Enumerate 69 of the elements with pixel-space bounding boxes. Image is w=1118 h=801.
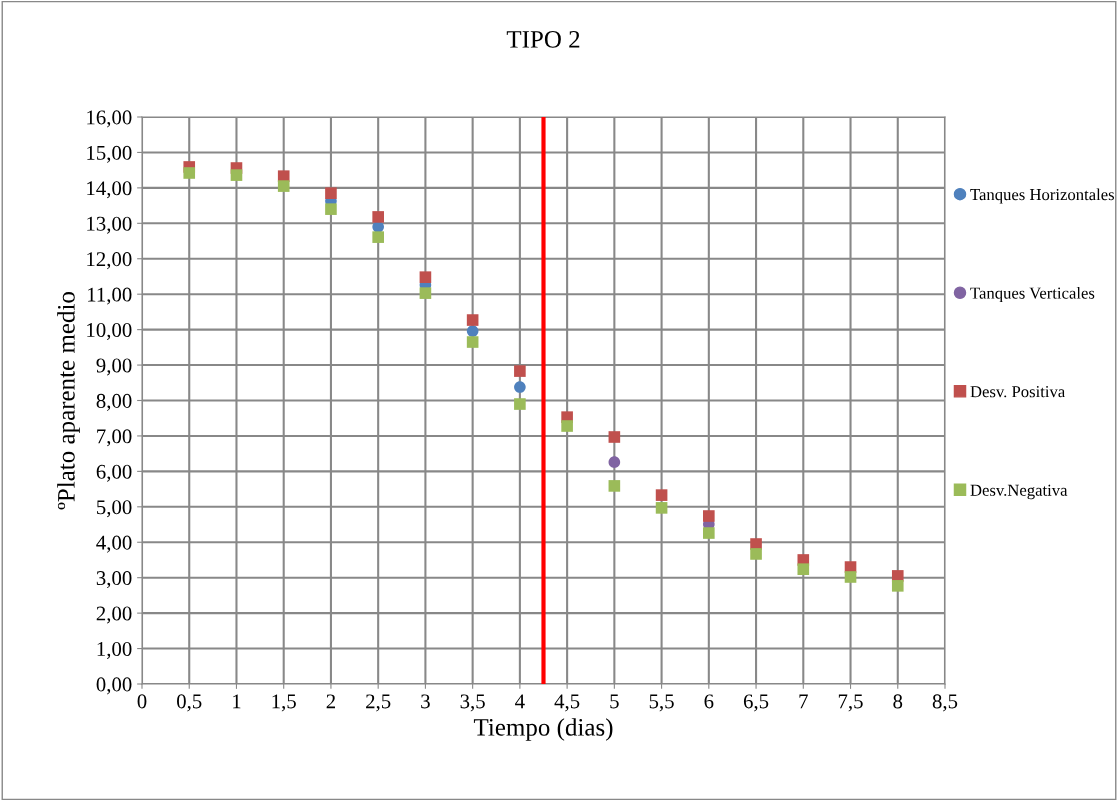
x-tick-label: 7,5 [838,694,863,712]
point [750,548,762,560]
y-tick-label: 12,00 [87,252,132,270]
x-tick-label: 5 [610,694,619,709]
chart-title: TIPO 2 [506,31,580,48]
x-tick-label: 6,5 [743,694,769,712]
y-tick-label: 14,00 [87,181,132,199]
y-tick-label: 11,00 [88,287,132,305]
point [703,510,715,522]
point [372,231,384,243]
point [844,571,857,583]
point [466,325,479,337]
point [891,580,904,592]
x-tick-label: 0 [137,694,147,709]
point [230,169,243,181]
x-tick-label: 3 [421,694,430,709]
y-tick-label: 2,00 [96,606,132,624]
y-tick-label: 15,00 [87,145,132,163]
point [419,287,432,299]
x-tick-label: 2,5 [366,694,391,712]
legend-label: Tanques Horizontales [970,188,1115,204]
x-tick-label: 4 [515,694,525,709]
y-axis-title: ºPlato aparente medio [57,292,80,510]
x-tick-label: 2 [326,694,335,709]
point [655,502,668,514]
point [514,398,526,410]
y-tick-label: 5,00 [97,500,132,518]
y-tick-label: 3,00 [96,571,132,589]
legend-label: Desv.Negativa [970,484,1068,500]
point [608,456,621,468]
y-tick-label: 16,00 [87,110,132,128]
x-tick-label: 1,5 [272,694,296,712]
legend-label: Desv. Positiva [970,386,1065,398]
point [466,336,479,348]
y-tick-label: 10,00 [87,323,132,341]
point [514,381,526,393]
y-tick-label: 13,00 [87,216,132,234]
point [277,180,290,192]
x-tick-label: 1 [233,694,241,709]
y-tick-label: 4,00 [96,535,132,553]
point [561,420,573,432]
point [703,527,715,539]
point [608,480,621,492]
y-tick-label: 1,00 [97,641,132,659]
y-tick-label: 7,00 [97,429,132,447]
legend-label: Tanques Verticales [970,287,1095,303]
x-tick-label: 4,5 [554,694,580,712]
point [655,489,668,501]
y-tick-label: 8,00 [96,393,132,411]
point [325,203,337,215]
y-tick-label: 9,00 [96,358,132,376]
point [608,431,621,443]
x-tick-label: 6 [704,694,714,709]
x-tick-label: 3,5 [460,694,485,712]
x-tick-label: 8,5 [932,694,958,712]
point [797,563,810,575]
y-tick-label: 6,00 [96,464,132,482]
point [466,314,479,326]
x-tick-label: 7 [799,694,808,709]
x-tick-label: 8 [893,694,903,709]
x-axis-title: Tiempo (dias) [473,718,613,741]
x-tick-label: 5,5 [649,694,674,712]
point [183,167,196,179]
point [514,365,526,377]
point [325,187,337,199]
point [372,211,384,223]
x-tick-label: 0,5 [177,694,202,712]
y-tick-label: 0,00 [96,677,132,695]
point [419,271,432,283]
